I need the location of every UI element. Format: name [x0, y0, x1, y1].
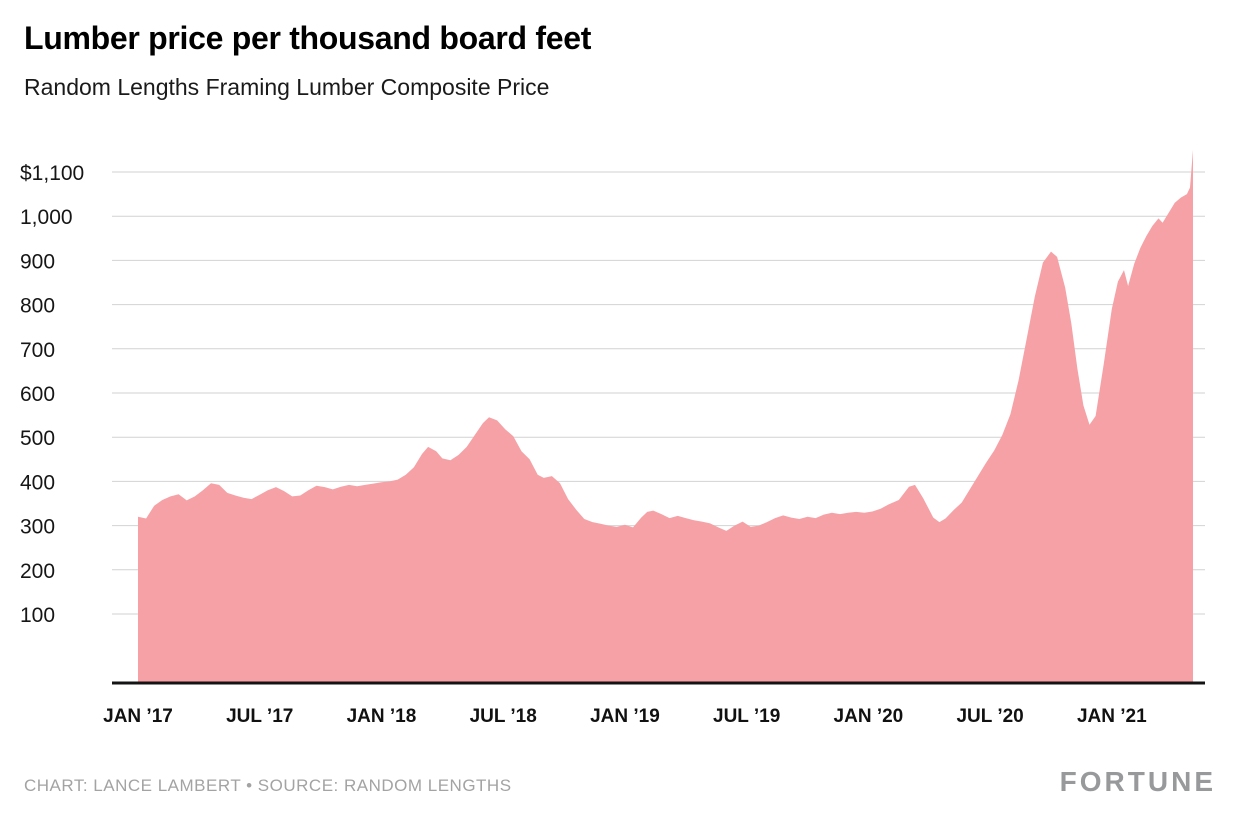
x-tick-label: JUL ’18 — [470, 706, 537, 727]
y-tick-label: 100 — [20, 604, 55, 627]
fortune-logo: FORTUNE — [1059, 766, 1216, 797]
x-tick-label: JAN ’18 — [347, 706, 417, 727]
lumber-price-area-chart: $1,100 1,000 900 800 700 600 500 400 300 200 100 JA… — [20, 149, 1205, 727]
y-tick-label: 300 — [20, 516, 55, 539]
chart-footer: CHART: LANCE LAMBERT • SOURCE: RANDOM LE… — [24, 766, 1216, 798]
y-tick-label: 800 — [20, 295, 55, 318]
y-tick-label: 600 — [20, 383, 55, 406]
x-tick-label: JUL ’19 — [713, 706, 780, 727]
y-tick-label: 200 — [20, 560, 55, 583]
chart-title: Lumber price per thousand board feet — [24, 20, 592, 56]
chart-credit: CHART: LANCE LAMBERT • SOURCE: RANDOM LE… — [24, 776, 512, 795]
x-tick-label: JAN ’20 — [834, 706, 904, 727]
y-tick-label: 1,000 — [20, 206, 73, 229]
x-tick-label: JAN ’19 — [590, 706, 660, 727]
y-tick-label: 400 — [20, 471, 55, 494]
y-tick-label: $1,100 — [20, 162, 84, 185]
chart-subtitle: Random Lengths Framing Lumber Composite … — [24, 74, 550, 100]
y-tick-label: 900 — [20, 250, 55, 273]
y-tick-label: 700 — [20, 339, 55, 362]
x-tick-label: JAN ’17 — [103, 706, 173, 727]
lumber-price-area-series — [138, 149, 1193, 683]
x-tick-label: JAN ’21 — [1077, 706, 1147, 727]
x-tick-label: JUL ’17 — [226, 706, 293, 727]
y-tick-label: 500 — [20, 427, 55, 450]
x-tick-label: JUL ’20 — [956, 706, 1023, 727]
